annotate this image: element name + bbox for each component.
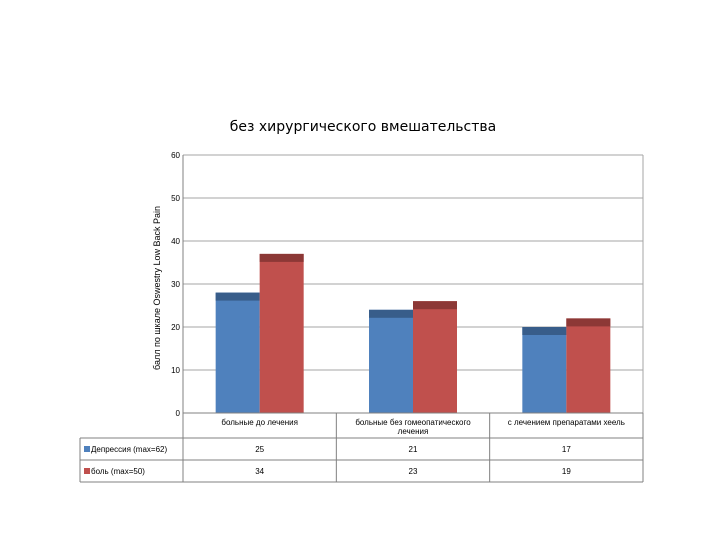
data-table-value: 34	[255, 467, 264, 476]
y-tick-label: 40	[171, 237, 180, 246]
bar	[413, 301, 457, 413]
bar-cap	[369, 309, 413, 318]
bar-cap	[566, 318, 611, 327]
bar	[259, 253, 304, 413]
bar	[566, 318, 611, 413]
y-tick-label: 20	[171, 323, 180, 332]
bar	[522, 327, 567, 413]
data-table-value: 25	[255, 445, 264, 454]
y-tick-label: 0	[176, 409, 181, 418]
legend-swatch	[84, 468, 90, 474]
data-table-value: 17	[562, 445, 571, 454]
bar-cap	[259, 253, 304, 262]
y-axis-label: балл по шкале Oswestry Low Back Pain	[152, 206, 162, 370]
bar-cap	[522, 327, 567, 335]
x-category-label: с лечением препаратами хеель	[508, 418, 625, 427]
chart-title: без хирургического вмешательства	[230, 119, 496, 135]
bar-cap	[413, 301, 457, 310]
y-tick-label: 60	[171, 151, 180, 160]
x-category-label: больные без гомеопатического лечения	[355, 418, 471, 436]
y-tick-label: 50	[171, 194, 180, 203]
bar	[215, 292, 260, 413]
y-tick-label: 10	[171, 366, 180, 375]
data-table-value: 21	[409, 445, 418, 454]
y-tick-label: 30	[171, 280, 180, 289]
legend-swatch	[84, 446, 90, 452]
bar-cap	[215, 292, 260, 301]
x-category-label: больные до лечения	[221, 418, 298, 427]
legend-series-name: боль (max=50)	[91, 467, 145, 476]
data-table-value: 23	[409, 467, 418, 476]
bar	[369, 309, 413, 413]
legend-series-name: Депрессия (max=62)	[91, 445, 167, 454]
data-table-value: 19	[562, 467, 571, 476]
